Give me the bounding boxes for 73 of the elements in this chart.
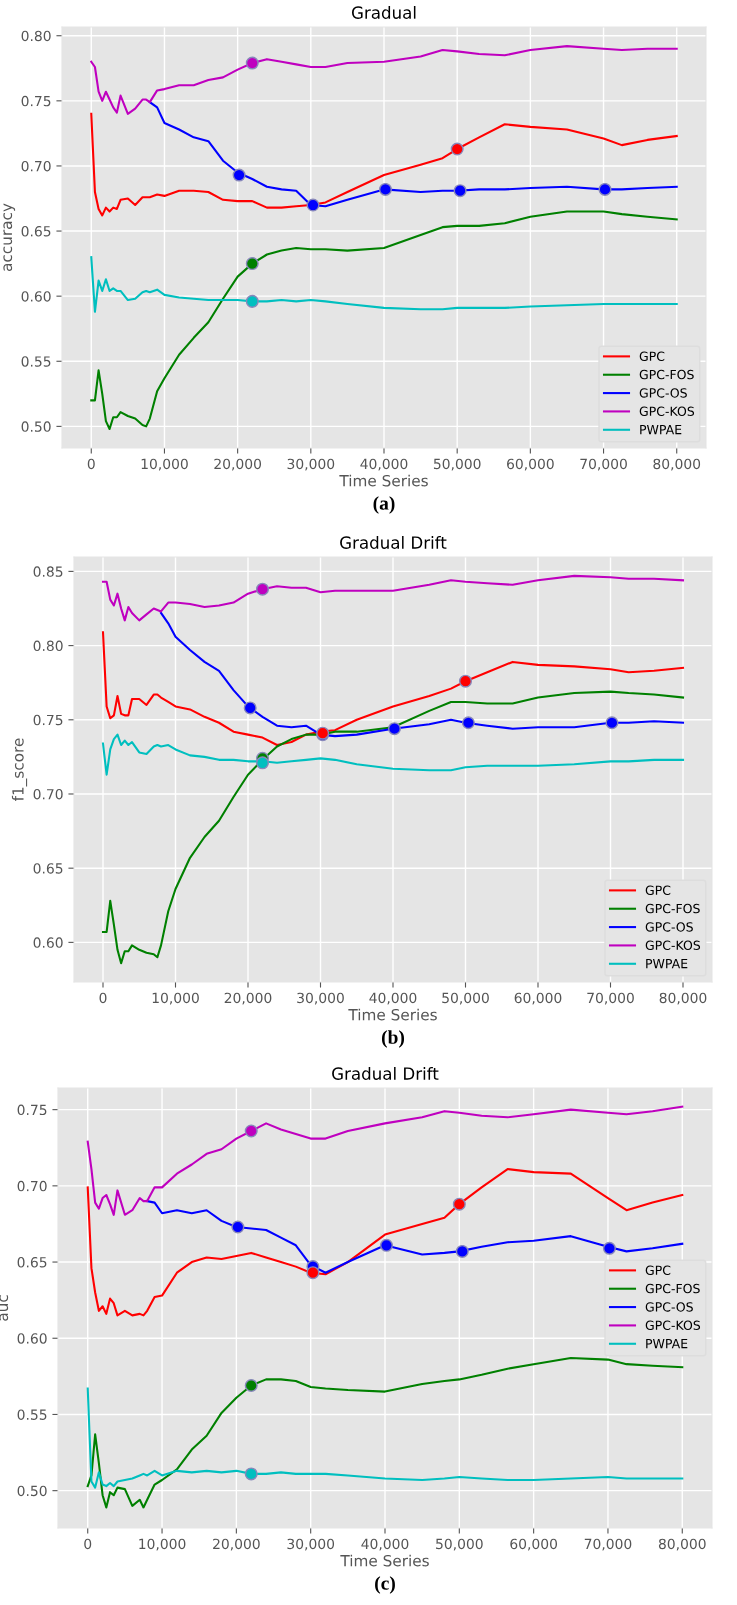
legend-label: GPC-FOS xyxy=(639,369,694,380)
x-tick-label: 20,000 xyxy=(213,1538,260,1551)
legend-label: GPC-OS xyxy=(645,922,693,932)
chart-title: Gradual xyxy=(351,6,416,19)
y-tick-label: 0.80 xyxy=(33,640,63,652)
legend-label: GPC-OS xyxy=(639,388,687,398)
x-tick-label: 80,000 xyxy=(659,992,707,1005)
y-tick-label: 0.75 xyxy=(21,95,51,107)
x-tick-label: 30,000 xyxy=(297,992,344,1005)
x-tick-label: 80,000 xyxy=(658,1538,706,1551)
legend-label: GPC-OS xyxy=(645,1302,693,1312)
legend-label: GPC-FOS xyxy=(645,903,700,914)
chart-title: Gradual Drift xyxy=(340,536,447,549)
text: (c) xyxy=(375,1576,395,1594)
y-tick-label: 0.60 xyxy=(17,1333,47,1344)
x-axis-title: Time Series xyxy=(340,1554,429,1567)
legend-label: GPC-KOS xyxy=(645,940,701,950)
y-axis-title: f1_score xyxy=(11,738,28,802)
x-tick-label: 20,000 xyxy=(214,458,262,471)
x-tick-label: 50,000 xyxy=(442,992,489,1005)
legend-label: PWPAE xyxy=(640,425,682,435)
x-tick-label: 60,000 xyxy=(507,458,554,471)
y-tick-label: 0.55 xyxy=(21,356,51,367)
y-tick-label: 0.75 xyxy=(33,714,63,726)
y-tick-label: 0.85 xyxy=(33,566,63,577)
x-tick-label: 70,000 xyxy=(587,992,634,1005)
legend-label: GPC-KOS xyxy=(645,1320,701,1330)
text: (b) xyxy=(381,1030,405,1048)
text: (a) xyxy=(373,496,395,514)
x-tick-label: 20,000 xyxy=(224,992,272,1005)
chart-title: Gradual Drift xyxy=(332,1067,439,1080)
x-tick-label: 40,000 xyxy=(360,458,408,471)
x-tick-label: 0 xyxy=(87,458,95,470)
y-tick-label: 0.60 xyxy=(33,937,63,948)
x-tick-label: 10,000 xyxy=(152,992,199,1005)
x-tick-label: 60,000 xyxy=(510,1538,558,1551)
y-tick-label: 0.55 xyxy=(17,1409,47,1420)
y-tick-label: 0.65 xyxy=(17,1257,47,1268)
y-axis-title: auc xyxy=(0,1295,9,1321)
y-tick-label: 0.70 xyxy=(17,1180,47,1192)
y-tick-label: 0.65 xyxy=(21,226,51,237)
x-tick-label: 10,000 xyxy=(141,458,188,471)
x-tick-label: 40,000 xyxy=(369,992,417,1005)
x-tick-label: 60,000 xyxy=(514,992,562,1005)
x-tick-label: 30,000 xyxy=(287,458,335,471)
y-tick-label: 0.70 xyxy=(33,788,63,800)
legend-label: GPC-KOS xyxy=(639,406,695,416)
legend-label: GPC xyxy=(645,1265,671,1275)
x-tick-label: 70,000 xyxy=(584,1538,632,1551)
legend-label: PWPAE xyxy=(646,959,688,969)
x-tick-label: 50,000 xyxy=(433,458,481,471)
x-axis-title: Time Series xyxy=(348,1008,437,1021)
y-axis-title: accuracy xyxy=(3,203,16,272)
x-tick-label: 10,000 xyxy=(139,1538,186,1551)
y-tick-label: 0.70 xyxy=(21,160,51,172)
y-tick-label: 0.60 xyxy=(21,291,51,302)
x-axis-title: Time Series xyxy=(339,474,428,487)
x-tick-label: 80,000 xyxy=(653,458,701,471)
y-tick-label: 0.65 xyxy=(33,863,63,874)
x-tick-label: 40,000 xyxy=(361,1538,409,1551)
legend-label: GPC xyxy=(639,351,665,361)
y-tick-label: 0.50 xyxy=(21,421,51,432)
y-tick-label: 0.50 xyxy=(17,1485,47,1497)
legend-label: GPC-FOS xyxy=(645,1283,700,1294)
legend-label: PWPAE xyxy=(646,1339,688,1349)
legend-label: GPC xyxy=(645,885,671,895)
x-tick-label: 70,000 xyxy=(580,458,627,471)
x-tick-label: 0 xyxy=(99,992,107,1004)
y-tick-label: 0.75 xyxy=(17,1104,47,1116)
y-tick-label: 0.80 xyxy=(21,30,51,42)
x-tick-label: 30,000 xyxy=(287,1538,335,1551)
x-tick-label: 50,000 xyxy=(436,1538,483,1551)
x-tick-label: 0 xyxy=(84,1538,92,1550)
